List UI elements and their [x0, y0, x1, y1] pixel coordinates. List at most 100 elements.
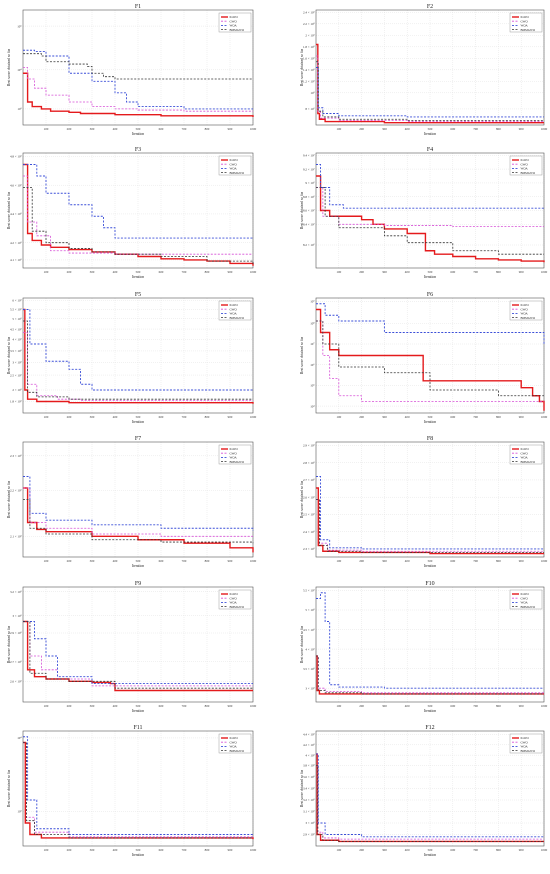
y-tick-label: 10⁵ [310, 384, 314, 388]
y-tick-label: 8.2 × 10² [303, 243, 315, 247]
legend-label: BMMGWO [521, 316, 536, 320]
x-tick-label: 200 [67, 559, 72, 563]
x-tick-label: 400 [113, 704, 118, 708]
legend-label: WOA [230, 24, 238, 28]
x-tick-label: 200 [359, 848, 364, 852]
x-tick-label: 400 [405, 270, 410, 274]
y-tick-label: 3.5 × 10³ [10, 349, 22, 353]
x-tick-label: 800 [205, 127, 210, 131]
y-tick-label: 1.2 × 10³ [303, 80, 315, 84]
legend-label: BMMGWO [521, 749, 536, 753]
chart-f1: F1 100 200 300 400 500 600 700 800 900 1000 10³ 10⁴ 1… [7, 4, 257, 136]
series-igwo [316, 43, 544, 124]
x-axis-label: Iteration [424, 564, 436, 568]
y-tick-label: 2.3 × 10³ [10, 454, 22, 458]
x-tick-label: 200 [359, 415, 364, 419]
legend-label: BMMGWO [521, 605, 536, 609]
x-tick-label: 400 [405, 415, 410, 419]
y-tick-label: 4 × 10³ [12, 338, 21, 342]
series-gwo [23, 67, 253, 112]
x-tick-label: 300 [90, 270, 95, 274]
series-bmmgwo [23, 53, 253, 80]
y-tick-label: 1.6 × 10³ [303, 57, 315, 61]
y-tick-label: 2.9 × 10³ [303, 444, 315, 448]
series-gwo [316, 55, 544, 122]
x-tick-label: 1000 [541, 270, 548, 274]
y-tick-label: 4.6 × 10³ [10, 183, 22, 187]
chart-title: F2 [427, 4, 433, 10]
legend-label: WOA [521, 745, 529, 749]
chart-f2: F2 100 200 300 400 500 600 700 800 900 1000 2.4 × 1… [300, 4, 548, 136]
y-tick-label: 5.5 × 10³ [10, 308, 22, 312]
y-tick-label: 3.8 × 10³ [303, 764, 315, 768]
x-tick-label: 200 [359, 270, 364, 274]
y-tick-label: 9 × 10² [305, 181, 314, 185]
y-axis-label: Best score obtained so far [7, 769, 11, 807]
x-tick-label: 300 [382, 270, 387, 274]
legend-box [509, 300, 543, 321]
y-tick-label: 3.4 × 10³ [303, 787, 315, 791]
y-tick-label: 2.4 × 10³ [303, 530, 315, 534]
y-tick-label: 4 × 10³ [305, 647, 314, 651]
legend-label: GWO [230, 596, 238, 600]
x-tick-label: 1000 [541, 127, 548, 131]
series-bmmgwo [316, 499, 544, 553]
x-tick-label: 100 [336, 270, 341, 274]
x-tick-label: 800 [496, 848, 501, 852]
x-tick-label: 100 [336, 704, 341, 708]
chart-title: F6 [427, 292, 433, 298]
legend-label: WOA [521, 24, 529, 28]
legend-box [218, 12, 252, 33]
x-tick-label: 600 [159, 704, 164, 708]
chart-title: F3 [135, 147, 141, 153]
x-axis-label: Iteration [132, 132, 144, 136]
y-tick-label: 9.2 × 10² [303, 167, 315, 171]
x-tick-label: 800 [205, 848, 210, 852]
series-woa [23, 736, 253, 835]
y-axis-label: Best score obtained so far [300, 48, 304, 86]
y-tick-label: 2.2 × 10³ [303, 22, 315, 26]
legend-box [509, 733, 543, 754]
y-axis-label: Best score obtained so far [300, 769, 304, 807]
y-axis-label: Best score obtained so far [300, 480, 304, 518]
y-tick-label: 2 × 10³ [12, 388, 21, 392]
legend-label: IGWO [230, 158, 239, 162]
x-tick-label: 300 [382, 127, 387, 131]
series-bmmgwo [316, 655, 544, 695]
legend-label: GWO [521, 162, 529, 166]
x-axis-label: Iteration [132, 853, 144, 857]
x-tick-label: 300 [382, 415, 387, 419]
y-axis-label: Best score obtained so far [7, 48, 11, 86]
x-tick-label: 900 [519, 848, 524, 852]
x-tick-label: 900 [519, 270, 524, 274]
x-tick-label: 200 [359, 559, 364, 563]
legend-label: BMMGWO [230, 28, 245, 32]
legend-label: GWO [230, 740, 238, 744]
plot-frame [22, 586, 254, 703]
x-tick-label: 100 [336, 127, 341, 131]
x-tick-label: 100 [336, 415, 341, 419]
y-tick-label: 10⁴ [310, 404, 315, 408]
y-tick-label: 2.7 × 10³ [10, 660, 22, 664]
y-tick-label: 4.2 × 10³ [303, 743, 315, 747]
x-tick-label: 500 [136, 559, 141, 563]
x-tick-label: 900 [228, 127, 233, 131]
chart-title: F10 [425, 581, 434, 587]
plot-frame [315, 9, 545, 126]
y-tick-label: 8.6 × 10² [303, 209, 315, 213]
x-tick-label: 100 [336, 848, 341, 852]
x-tick-label: 200 [67, 415, 72, 419]
y-tick-label: 4.2 × 10³ [10, 241, 22, 245]
x-tick-label: 600 [450, 415, 455, 419]
legend-box [218, 589, 252, 610]
x-tick-label: 1000 [250, 415, 257, 419]
x-tick-label: 400 [113, 127, 118, 131]
x-tick-label: 1000 [541, 704, 548, 708]
y-tick-label: 4.4 × 10³ [10, 212, 22, 216]
chart-f8: F8 100 200 300 400 500 600 700 800 900 1000 2.9 × 1… [300, 436, 548, 568]
x-tick-label: 800 [496, 270, 501, 274]
legend-label: WOA [521, 601, 529, 605]
y-tick-label: 3.1 × 10³ [303, 810, 315, 814]
x-tick-label: 400 [113, 559, 118, 563]
